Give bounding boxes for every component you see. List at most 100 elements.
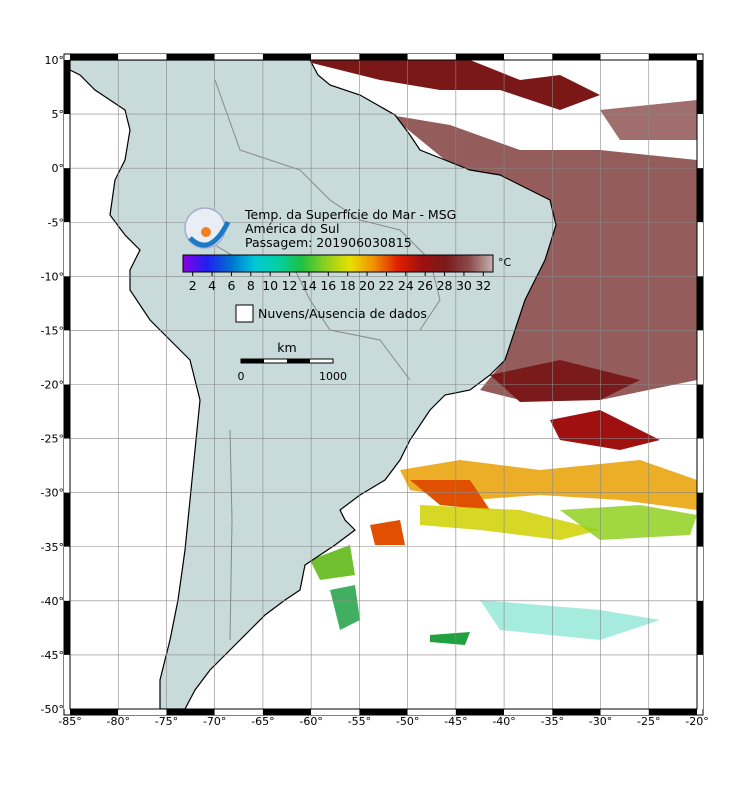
frame-segment — [214, 709, 263, 715]
scale-start: 0 — [238, 370, 245, 383]
frame-segment — [407, 54, 456, 60]
frame-segment — [64, 168, 70, 223]
frame-edge — [69, 59, 698, 710]
frame-segment — [64, 654, 70, 709]
frame-segment — [455, 54, 505, 60]
lon-tick-label: -70° — [203, 715, 226, 728]
lat-tick-label: -20° — [41, 379, 64, 392]
frame-segment — [600, 709, 649, 715]
frame-segment — [697, 168, 703, 223]
lat-tick-label: -25° — [41, 433, 64, 446]
lat-tick-label: -50° — [41, 703, 64, 716]
colorbar — [182, 254, 494, 276]
frame-segment — [359, 54, 408, 60]
lon-tick-label: -50° — [396, 715, 419, 728]
colorbar-tick-label: 18 — [340, 278, 356, 293]
frame-segment — [64, 438, 70, 493]
frame-segment — [455, 709, 505, 715]
frame-segment — [697, 222, 703, 277]
colorbar-tick-label: 12 — [282, 278, 298, 293]
frame-segment — [697, 60, 703, 115]
frame-segment — [64, 276, 70, 331]
frame-segment — [64, 222, 70, 277]
frame-segment — [262, 709, 312, 715]
lat-tick-label: 0° — [52, 162, 65, 175]
frame-segment — [697, 384, 703, 439]
frame-segment — [697, 438, 703, 493]
lon-tick-label: -60° — [299, 715, 322, 728]
title-line: Passagem: 201906030815 — [245, 235, 412, 250]
colorbar-tick-label: 6 — [227, 278, 235, 293]
frame-segment — [64, 546, 70, 601]
colorbar-tick-label: 32 — [475, 278, 491, 293]
lat-tick-label: -45° — [41, 649, 64, 662]
frame-segment — [70, 54, 119, 60]
frame-segment — [648, 54, 697, 60]
scale-bar — [240, 358, 334, 364]
frame-segment — [64, 600, 70, 655]
frame-segment — [697, 330, 703, 385]
colorbar-tick-label: 8 — [247, 278, 255, 293]
frame-segment — [697, 276, 703, 331]
colorbar-tick-label: 24 — [398, 278, 414, 293]
lat-tick-label: -5° — [48, 216, 64, 229]
frame-segment — [697, 654, 703, 709]
sst-field — [300, 60, 697, 645]
frame-segment — [118, 54, 167, 60]
frame-segment — [697, 600, 703, 655]
lat-tick-label: 5° — [52, 108, 65, 121]
frame-segment — [697, 492, 703, 547]
scale-unit: km — [277, 340, 296, 355]
frame-segment — [648, 709, 697, 715]
lon-tick-label: -20° — [685, 715, 708, 728]
colorbar-tick-label: 10 — [262, 278, 278, 293]
frame-segment — [214, 54, 263, 60]
frame-segment — [311, 54, 360, 60]
lat-tick-label: -40° — [41, 595, 64, 608]
map-frame — [63, 53, 704, 716]
frame-segment — [64, 330, 70, 385]
colorbar-tick-label: 20 — [359, 278, 375, 293]
colorbar-tick-label: 26 — [417, 278, 433, 293]
lon-tick-label: -80° — [106, 715, 129, 728]
lon-tick-label: -55° — [348, 715, 371, 728]
colorbar-tick-label: 30 — [456, 278, 472, 293]
title-line: América do Sul — [245, 221, 339, 236]
frame-segment — [504, 709, 553, 715]
frame-segment — [552, 709, 601, 715]
lat-tick-label: -35° — [41, 541, 64, 554]
lat-tick-label: 10° — [45, 54, 65, 67]
lon-tick-label: -75° — [155, 715, 178, 728]
legend-label: Nuvens/Ausencia de dados — [258, 306, 427, 321]
title-line: Temp. da Superfície do Mar - MSG — [244, 207, 456, 222]
colorbar-tick-label: 28 — [437, 278, 453, 293]
colorbar-unit: °C — [498, 256, 512, 269]
colorbar-tick-label: 2 — [189, 278, 197, 293]
lon-tick-label: -45° — [444, 715, 467, 728]
colorbar-tick-label: 22 — [378, 278, 394, 293]
lat-tick-label: -15° — [41, 324, 64, 337]
frame-segment — [70, 709, 119, 715]
frame-segment — [64, 114, 70, 169]
frame-segment — [600, 54, 649, 60]
frame-segment — [697, 546, 703, 601]
frame-segment — [552, 54, 601, 60]
frame-segment — [166, 54, 215, 60]
frame-segment — [697, 114, 703, 169]
frame-segment — [504, 54, 553, 60]
frame-segment — [407, 709, 456, 715]
lat-tick-label: -10° — [41, 270, 64, 283]
colorbar-tick-label: 4 — [208, 278, 216, 293]
lon-tick-label: -35° — [541, 715, 564, 728]
scale-end: 1000 — [319, 370, 347, 383]
frame-segment — [262, 54, 312, 60]
colorbar-ramp — [182, 254, 494, 273]
lon-tick-label: -25° — [637, 715, 660, 728]
frame-segment — [359, 709, 408, 715]
frame-segment — [311, 709, 360, 715]
colorbar-tick-label: 16 — [320, 278, 336, 293]
inpe-logo — [184, 207, 231, 249]
frame-segment — [64, 384, 70, 439]
lon-tick-label: -40° — [492, 715, 515, 728]
